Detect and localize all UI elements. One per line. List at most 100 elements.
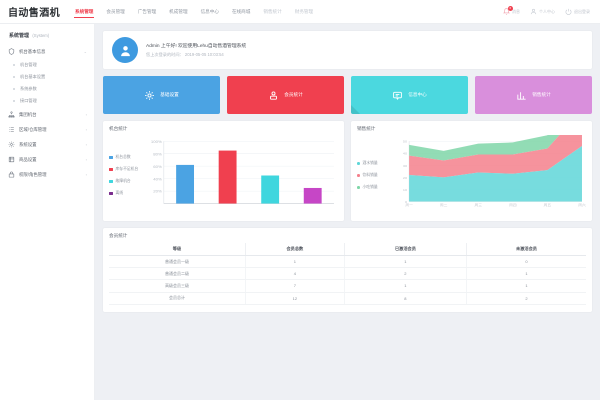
table-cell: 普通会员一级 — [109, 255, 246, 269]
chevron-right-icon: › — [85, 172, 87, 177]
svg-text:50: 50 — [403, 140, 407, 143]
bar-chart-plot: 100% 80% 60% 40% 20% — [137, 135, 338, 216]
app-brand-title: 自动售酒机 — [8, 8, 60, 19]
table-row[interactable]: 会员总计 12 8 2 — [109, 292, 586, 305]
sidebar-item-interface-manage[interactable]: 接口管理 — [0, 95, 94, 107]
sidebar-item-machine-basic-settings[interactable]: 机台基本设置 — [0, 71, 94, 83]
nav-item-ads[interactable]: 广告管理 — [137, 8, 157, 14]
legend-label: 机台总数 — [115, 155, 131, 159]
profile-label: 个人中心 — [539, 8, 555, 14]
lock-icon — [8, 171, 15, 178]
sidebar-group-region-warehouse[interactable]: 区域/仓库管理 › — [0, 122, 94, 137]
sidebar-group-machine-info[interactable]: 机台基本信息 ⌄ — [0, 44, 94, 59]
last-login-time: 2019-05-05 10:03:54 — [184, 52, 224, 57]
sidebar-group-system-settings[interactable]: 系统设置 › — [0, 137, 94, 152]
stat-card-basic-settings[interactable]: 基础设置 — [103, 76, 220, 114]
legend-item[interactable]: 小吃销量 — [357, 185, 385, 190]
gear-icon — [8, 141, 15, 148]
legend-swatch — [109, 179, 113, 184]
svg-text:周三: 周三 — [475, 203, 483, 207]
svg-text:10: 10 — [403, 188, 407, 191]
user-greeting-card: Admin 上午好! 欢迎使用Lehu自动售酒管理系统 您上次登录的时间： 20… — [103, 31, 592, 69]
nav-item-system[interactable]: 系统管理 — [74, 6, 95, 18]
table-cell: 1 — [344, 255, 468, 269]
sidebar-item-machine-manage[interactable]: 机台管理 — [0, 59, 94, 71]
legend-label: 库存不足机台 — [115, 167, 139, 171]
nav-item-finance[interactable]: 财务管理 — [294, 8, 314, 14]
sales-stats-chart-card: 销售统计 酒水销量 饮料销量 — [351, 89, 592, 221]
svg-text:100%: 100% — [151, 140, 163, 143]
nav-item-member[interactable]: 会员管理 — [106, 8, 125, 14]
legend-item[interactable]: 机台总数 — [109, 155, 137, 160]
stat-card-sales-stats[interactable]: 销售统计 — [475, 76, 592, 114]
card-corner-decoration — [351, 105, 360, 114]
table-row[interactable]: 普通会员二级 4 2 1 — [109, 267, 586, 281]
stat-card-member-stats[interactable]: 会员统计 — [227, 76, 344, 114]
legend-swatch — [357, 186, 360, 189]
table-row[interactable]: 普通会员一级 1 1 0 — [109, 255, 586, 269]
machine-stats-chart-card: 机台统计 机台总数 库存不足机台 — [103, 121, 344, 221]
legend-swatch — [357, 174, 360, 177]
legend-label: 酒水销量 — [362, 161, 378, 165]
sidebar-group-group-machines[interactable]: 集团机台 › — [0, 107, 94, 122]
legend-item[interactable]: 饮料销量 — [357, 173, 385, 178]
legend-item[interactable]: 库存不足机台 — [109, 167, 139, 172]
stat-card-info-center[interactable]: 信息中心 — [351, 76, 468, 114]
logout-button[interactable]: 退出登录 — [565, 8, 590, 15]
legend-item[interactable]: 酒水销量 — [357, 161, 385, 166]
nav-item-online-store[interactable]: 在线商城 — [231, 8, 251, 14]
profile-button[interactable]: 个人中心 — [530, 8, 555, 15]
legend-item[interactable]: 离线 — [109, 191, 137, 196]
legend-label: 饮料销量 — [362, 173, 378, 177]
chevron-right-icon: › — [85, 142, 87, 147]
last-login-label: 您上次登录的时间： — [146, 52, 184, 57]
svg-text:周六: 周六 — [578, 203, 586, 207]
main-nav-items: 系统管理 会员管理 广告管理 机成管理 信息中心 在线商城 销售统计 财务管理 — [74, 6, 314, 18]
legend-label: 小吃销量 — [362, 185, 378, 189]
sidebar-group-label: 商品设置 — [19, 156, 37, 162]
svg-text:周五: 周五 — [544, 203, 552, 207]
sidebar-item-system-params[interactable]: 系统参数 — [0, 83, 94, 95]
nav-item-sales-stats[interactable]: 销售统计 — [263, 8, 282, 14]
stat-card-label: 销售统计 — [532, 92, 551, 97]
area-chart-plot: 50 40 30 20 10 0 周一 周二 周三 周四 周五 周六 — [385, 89, 586, 216]
avatar[interactable] — [112, 37, 138, 63]
column-header-level: 等级 — [109, 243, 246, 256]
table-cell: 7 — [245, 279, 345, 293]
stat-card-label: 信息中心 — [408, 92, 427, 97]
svg-text:80%: 80% — [153, 153, 162, 156]
sidebar-group-product-settings[interactable]: 商品设置 › — [0, 152, 94, 167]
table-head: 等级 会员总数 已激活会员 未激活会员 — [109, 243, 586, 256]
logout-label: 退出登录 — [574, 8, 590, 14]
table-row[interactable]: 高级会员三级 7 1 1 — [109, 279, 586, 293]
chevron-down-icon: ⌄ — [83, 49, 87, 54]
charts-row: 机台统计 机台总数 库存不足机台 — [103, 89, 592, 221]
box-icon — [8, 156, 15, 163]
list-icon — [9, 127, 14, 132]
table-body: 普通会员一级 1 1 0 普通会员二级 4 2 1 高级会员三级 7 1 1 会员总计 12 8 2 — [109, 255, 586, 305]
area-chart-body: 酒水销量 饮料销量 小吃销量 50 40 — [357, 89, 586, 216]
table-cell: 0 — [466, 255, 586, 269]
table-cell: 1 — [344, 279, 468, 293]
table-cell: 1 — [245, 255, 345, 269]
stat-card-label: 会员统计 — [284, 92, 303, 97]
notifications-button[interactable]: 6 消息 — [503, 6, 520, 15]
bar-chart-body: 机台总数 库存不足机台 故障机台 — [109, 135, 338, 216]
nav-item-machine[interactable]: 机成管理 — [169, 8, 188, 14]
nav-item-info-center[interactable]: 信息中心 — [200, 8, 219, 14]
stat-cards-row: 基础设置 会员统计 信息中心 — [103, 76, 592, 114]
sidebar-group-permission-role[interactable]: 权限/角色管理 › — [0, 167, 94, 182]
svg-text:周一: 周一 — [405, 203, 413, 207]
table-cell: 1 — [466, 267, 586, 281]
legend-swatch — [109, 155, 113, 160]
sidebar-group-label: 机台基本信息 — [19, 48, 46, 54]
table-cell: 2 — [466, 292, 586, 305]
legend-item[interactable]: 故障机台 — [109, 179, 137, 184]
last-login-line: 您上次登录的时间： 2019-05-05 10:03:54 — [146, 52, 246, 58]
member-icon — [270, 90, 278, 100]
area-chart-svg: 50 40 30 20 10 0周一 周二 周三 周四 周五 周六 — [403, 89, 586, 207]
chevron-right-icon: › — [85, 157, 87, 162]
notification-badge: 6 — [508, 6, 513, 11]
sidebar-title-text: 系统管理 — [9, 33, 30, 39]
